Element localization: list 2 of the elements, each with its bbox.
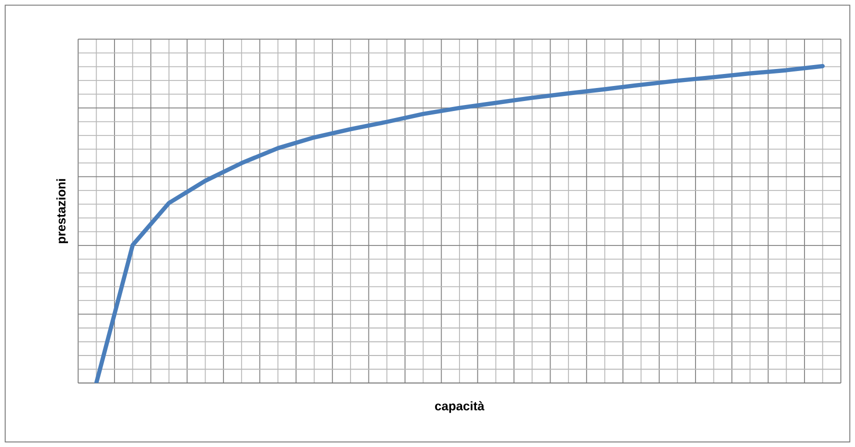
x-axis-title: capacità xyxy=(435,401,484,413)
y-axis-title: prestazioni xyxy=(56,179,68,244)
